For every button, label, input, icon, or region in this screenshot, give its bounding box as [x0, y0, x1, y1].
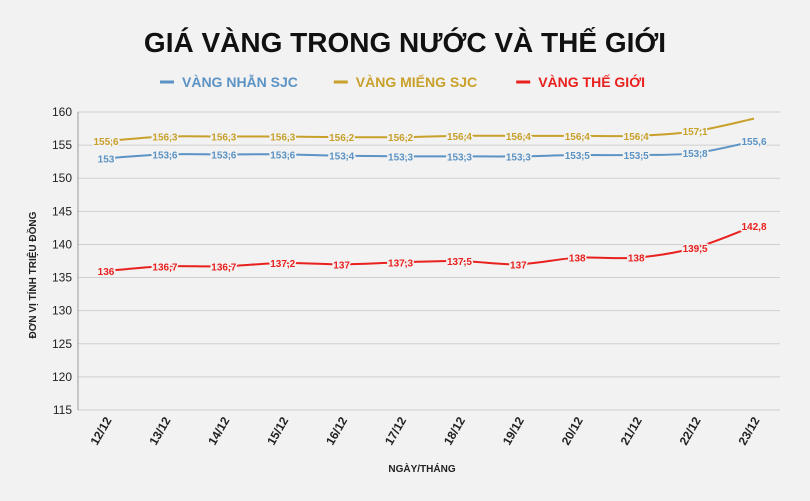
data-label: 153 [98, 154, 115, 165]
data-label: 153,8 [683, 149, 708, 160]
x-tick-label: 23/12 [735, 414, 762, 447]
y-tick-label: 115 [53, 403, 72, 417]
data-label: 137,3 [388, 258, 413, 269]
data-label: 156,3 [152, 133, 177, 144]
x-tick-label: 20/12 [559, 414, 586, 447]
legend: VÀNG NHẪN SJC VÀNG MIẾNG SJC VÀNG THẾ GIỚI [160, 73, 645, 90]
series-line-2 [105, 224, 755, 272]
x-tick-label: 22/12 [677, 414, 704, 447]
data-label: 156,3 [211, 133, 236, 144]
data-label: 137 [510, 260, 527, 271]
data-label: 156,4 [506, 132, 531, 143]
data-label: 153,3 [506, 152, 531, 163]
data-label: 153,4 [329, 152, 354, 163]
data-label: 156,2 [329, 133, 354, 144]
data-label: 156,3 [270, 133, 295, 144]
series-line-1 [105, 117, 755, 143]
data-labels: 153 153,6 153,6 153,6 153,4 153,3 153,3 153,3 15… [92, 126, 768, 280]
data-label: 136 [98, 267, 115, 278]
x-tick-label: 12/12 [87, 414, 114, 447]
series-line-0 [105, 140, 755, 160]
y-tick-label: 120 [52, 370, 72, 384]
data-label: 153,5 [565, 151, 590, 162]
y-tick-label: 130 [52, 304, 72, 318]
data-label: 155,6 [741, 137, 766, 148]
y-axis: 115 120 125 130 135 140 145 150 155 160 [52, 105, 79, 417]
y-tick-label: 135 [52, 271, 72, 285]
y-tick-label: 140 [52, 237, 72, 251]
data-label: 142,8 [741, 222, 766, 233]
data-label: 156,4 [447, 132, 472, 143]
data-label: 137,2 [270, 259, 295, 270]
data-label: 138 [628, 254, 645, 265]
data-label: 136,7 [211, 262, 236, 273]
x-tick-label: 19/12 [500, 414, 527, 447]
series-lines [105, 117, 755, 272]
y-axis-label: ĐƠN VỊ TÍNH TRIỆU ĐỒNG [26, 211, 39, 338]
legend-item: VÀNG MIẾNG SJC [356, 74, 477, 90]
x-tick-label: 18/12 [441, 414, 468, 447]
data-label: 153,3 [388, 152, 413, 163]
data-label: 153,5 [624, 151, 649, 162]
x-tick-label: 15/12 [264, 414, 291, 447]
data-label: 156,4 [624, 132, 649, 143]
data-label: 137 [333, 260, 350, 271]
y-tick-label: 155 [52, 138, 72, 152]
legend-item: VÀNG NHẪN SJC [182, 74, 298, 90]
data-label: 136,7 [152, 262, 177, 273]
legend-item: VÀNG THẾ GIỚI [538, 73, 645, 90]
data-label: 137,5 [447, 257, 472, 268]
data-label: 156,2 [388, 133, 413, 144]
data-label: 139,5 [683, 244, 708, 255]
x-tick-label: 17/12 [382, 414, 409, 447]
x-axis: 12/12 13/12 14/12 15/12 16/12 17/12 18/12 19/12… [87, 414, 762, 447]
y-tick-label: 125 [52, 337, 72, 351]
data-label: 156,4 [565, 132, 590, 143]
data-label: 153,3 [447, 152, 472, 163]
data-label: 153,6 [152, 150, 177, 161]
data-label: 157,1 [683, 127, 708, 138]
x-tick-label: 21/12 [618, 414, 645, 447]
chart-title: GIÁ VÀNG TRONG NƯỚC VÀ THẾ GIỚI [144, 27, 666, 58]
data-label: 153,6 [270, 150, 295, 161]
data-label: 153,6 [211, 150, 236, 161]
grid [78, 111, 780, 411]
y-tick-label: 145 [52, 204, 72, 218]
x-tick-label: 13/12 [146, 414, 173, 447]
y-tick-label: 160 [52, 105, 72, 119]
y-tick-label: 150 [52, 171, 72, 185]
data-label: 138 [569, 254, 586, 265]
x-axis-label: NGÀY/THÁNG [388, 462, 455, 475]
data-label: 155,6 [93, 137, 118, 148]
x-tick-label: 16/12 [323, 414, 350, 447]
x-tick-label: 14/12 [205, 414, 232, 447]
